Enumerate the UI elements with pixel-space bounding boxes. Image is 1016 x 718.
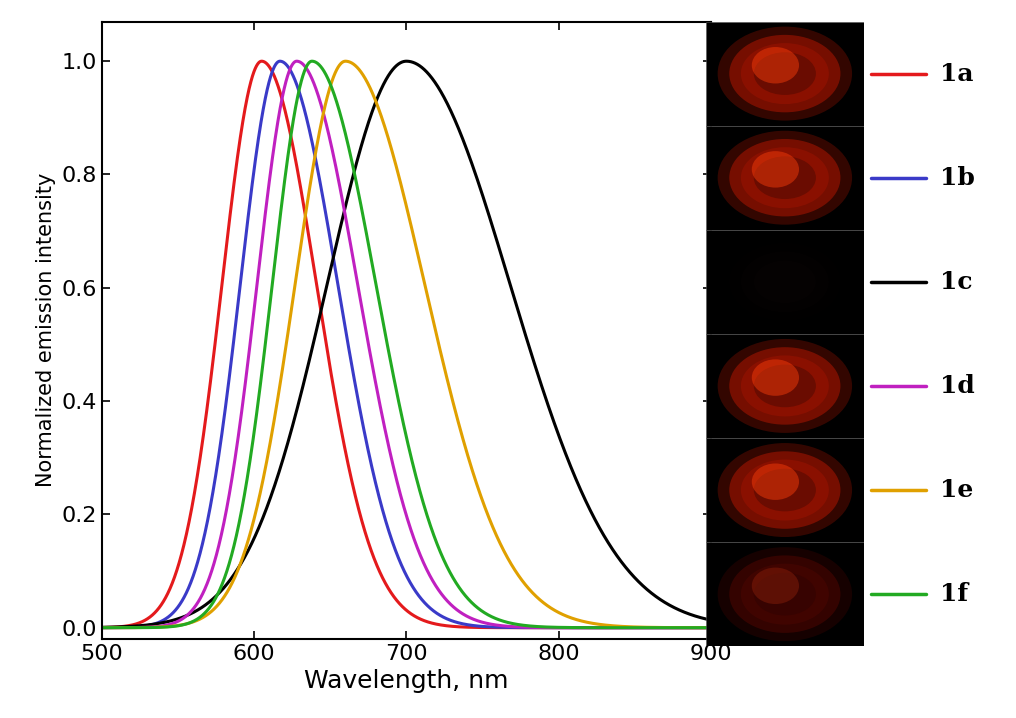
Ellipse shape: [741, 147, 829, 208]
Ellipse shape: [752, 47, 799, 83]
Ellipse shape: [754, 365, 816, 407]
Text: 1b: 1b: [940, 166, 975, 190]
Ellipse shape: [741, 460, 829, 521]
Ellipse shape: [729, 348, 840, 424]
X-axis label: Wavelength, nm: Wavelength, nm: [304, 669, 509, 694]
Ellipse shape: [729, 35, 840, 112]
Ellipse shape: [717, 235, 852, 329]
Ellipse shape: [729, 452, 840, 528]
Ellipse shape: [754, 261, 816, 303]
Ellipse shape: [752, 360, 799, 396]
Ellipse shape: [741, 251, 829, 312]
Ellipse shape: [754, 469, 816, 511]
Bar: [706, 230, 864, 334]
Ellipse shape: [741, 355, 829, 416]
Ellipse shape: [729, 556, 840, 633]
Bar: [706, 542, 864, 646]
Text: 1c: 1c: [940, 270, 972, 294]
Ellipse shape: [741, 564, 829, 625]
Ellipse shape: [752, 151, 799, 187]
Ellipse shape: [717, 131, 852, 225]
Text: 1d: 1d: [940, 374, 974, 398]
Bar: [706, 438, 864, 542]
Ellipse shape: [717, 547, 852, 641]
Ellipse shape: [752, 464, 799, 500]
Ellipse shape: [754, 52, 816, 95]
Bar: [706, 22, 864, 126]
Ellipse shape: [754, 573, 816, 615]
Y-axis label: Normalized emission intensity: Normalized emission intensity: [36, 173, 56, 488]
Ellipse shape: [717, 27, 852, 121]
Ellipse shape: [754, 157, 816, 199]
Ellipse shape: [729, 243, 840, 320]
Bar: [706, 126, 864, 230]
Text: 1e: 1e: [940, 478, 973, 502]
Ellipse shape: [752, 568, 799, 604]
Text: 1f: 1f: [940, 582, 968, 606]
Ellipse shape: [741, 43, 829, 104]
Bar: [706, 334, 864, 438]
Ellipse shape: [729, 139, 840, 216]
Text: 1a: 1a: [940, 62, 973, 85]
Ellipse shape: [717, 339, 852, 433]
Ellipse shape: [717, 443, 852, 537]
